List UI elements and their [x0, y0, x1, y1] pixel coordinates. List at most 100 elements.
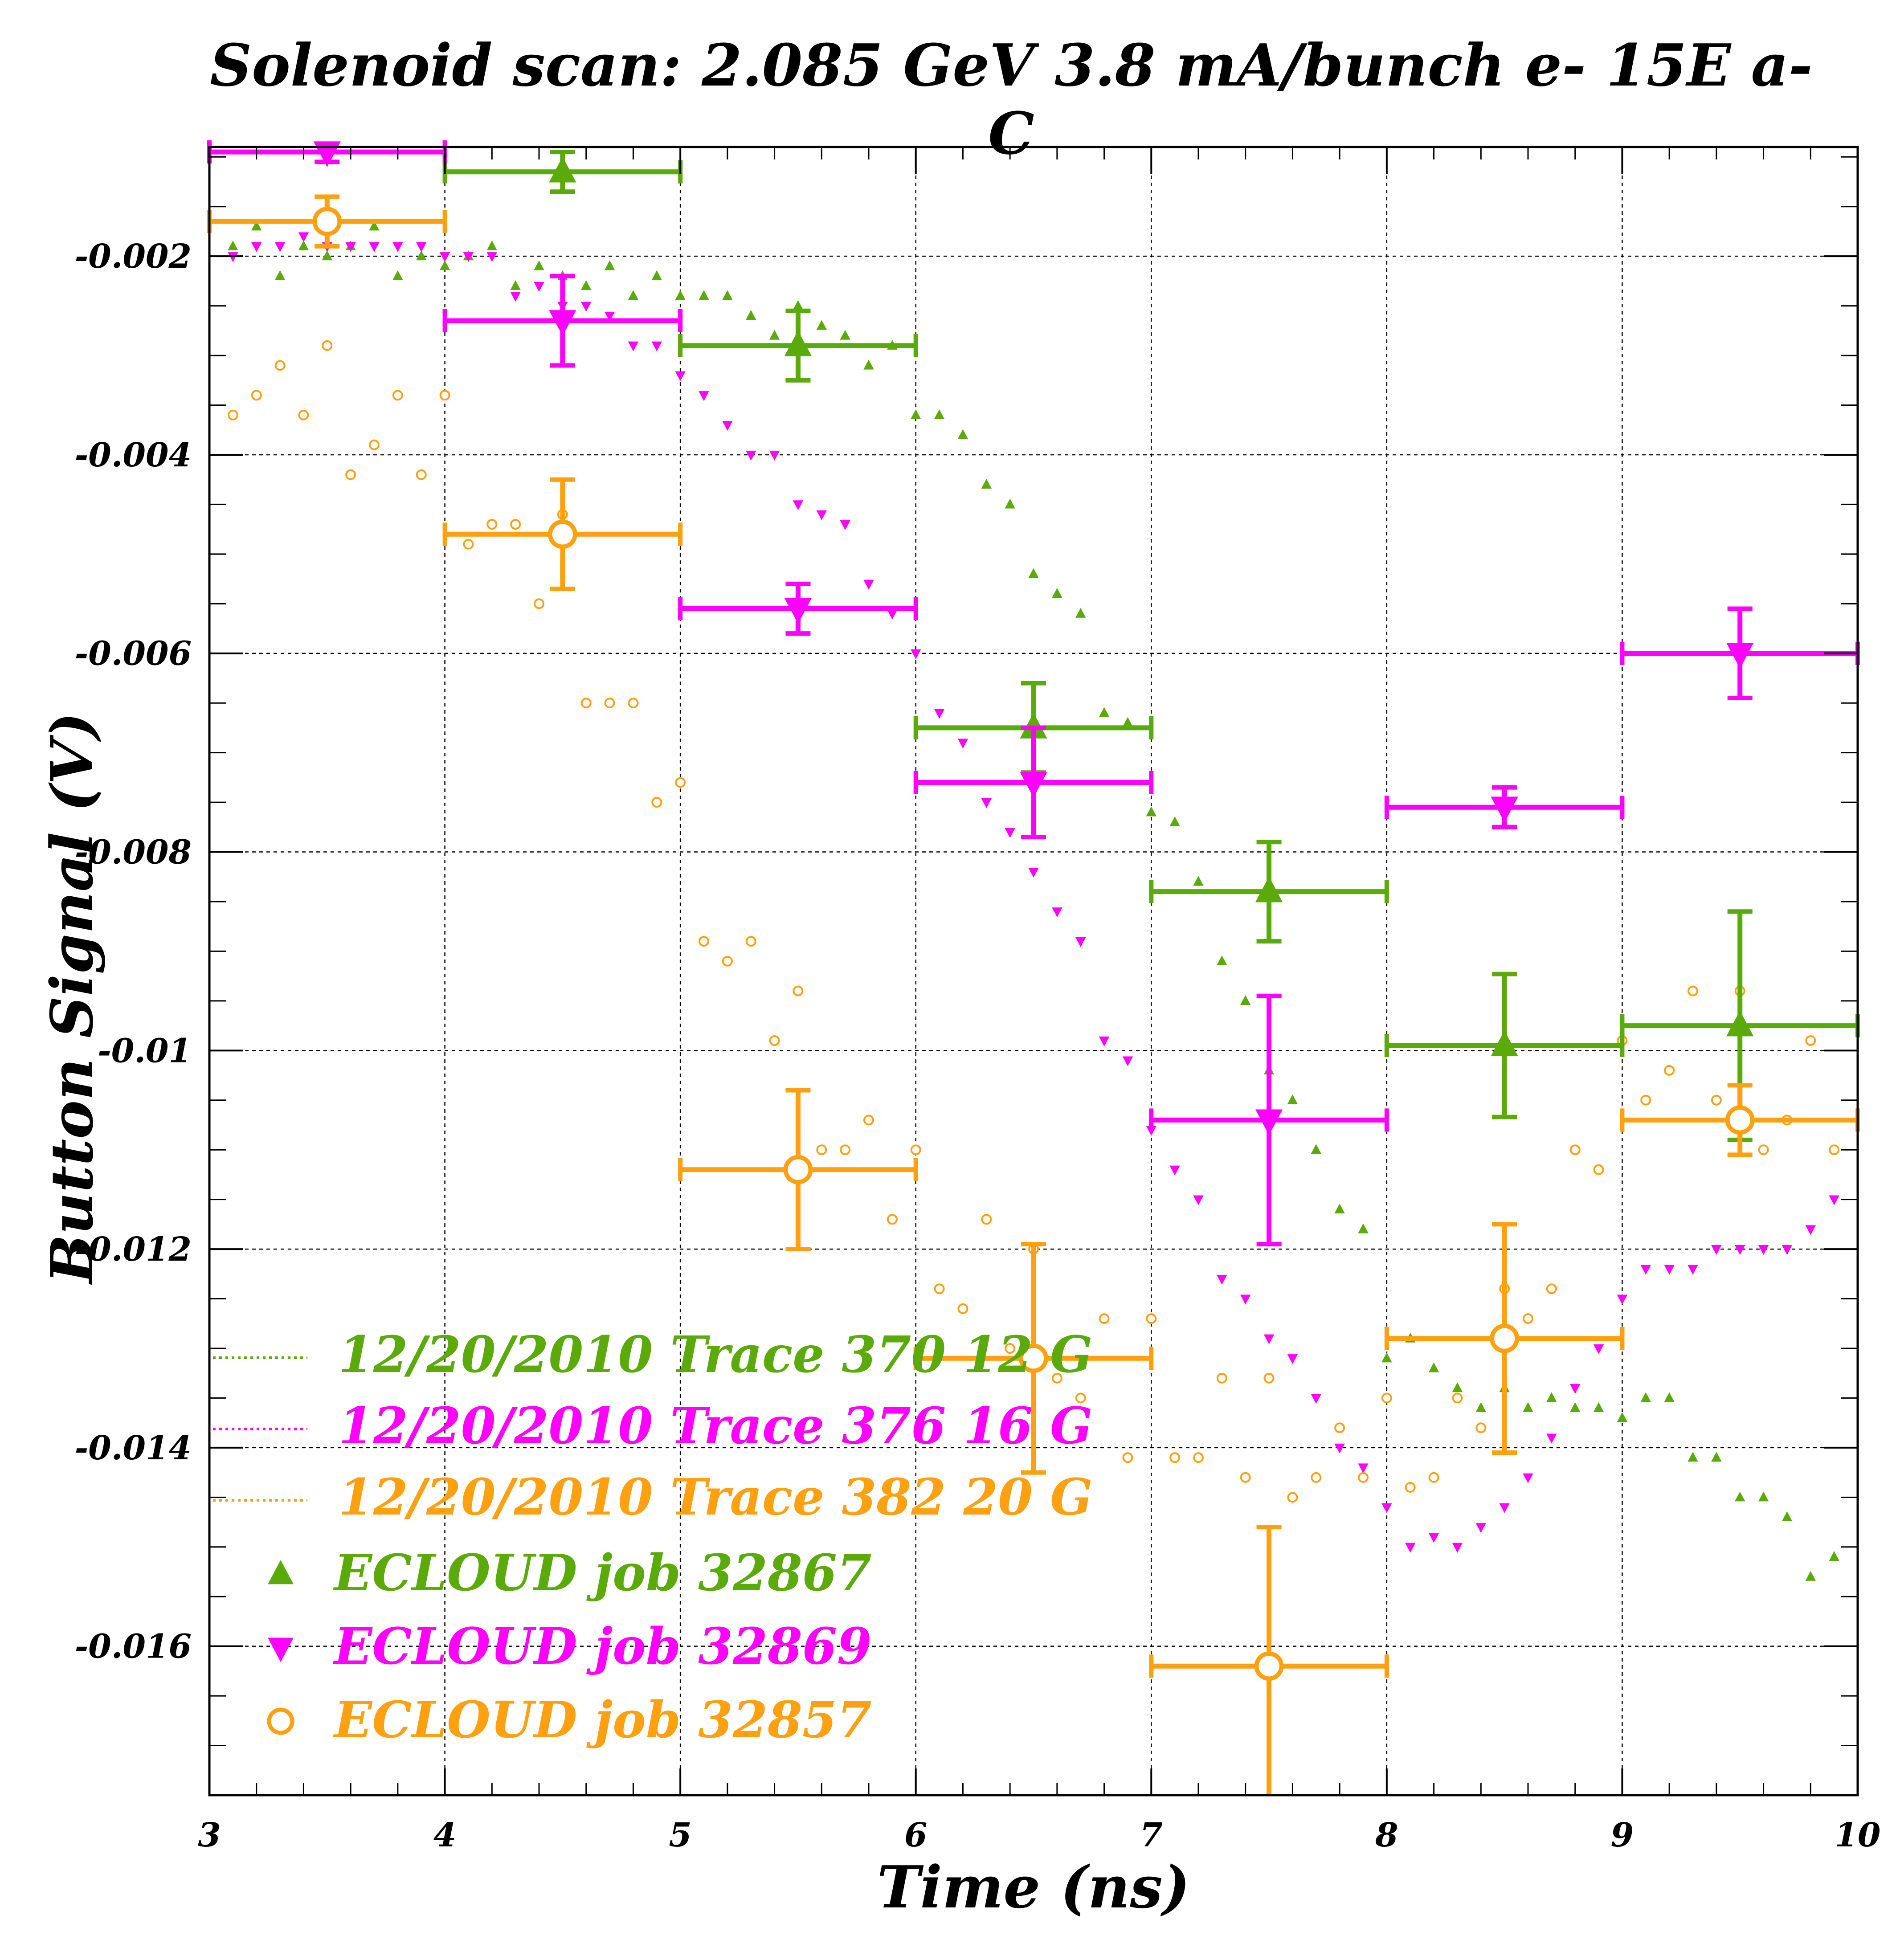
legend-label: 12/20/2010 Trace 370 12 G	[339, 1326, 1093, 1384]
trace-3-point	[580, 698, 592, 709]
series-1-point	[1726, 1010, 1754, 1037]
trace-1-point	[1617, 1412, 1628, 1422]
trace-3-point	[1193, 1452, 1204, 1463]
trace-1-point	[863, 359, 874, 370]
trace-2-point	[769, 450, 780, 461]
trace-3-point	[1758, 1144, 1769, 1156]
trace-3-point	[1405, 1482, 1416, 1493]
trace-1-point	[911, 409, 921, 419]
trace-3-point	[1051, 1372, 1062, 1384]
series-3-point	[312, 207, 342, 237]
trace-1-point	[1052, 588, 1062, 598]
trace-1-point	[746, 310, 756, 320]
trace-3-point	[1381, 1392, 1392, 1404]
trace-1-point	[840, 330, 850, 340]
series-3-point	[1725, 1105, 1755, 1135]
trace-2-point	[957, 739, 968, 749]
trace-3-point	[887, 1214, 898, 1225]
trace-2-point	[1052, 907, 1062, 918]
trace-1-point	[957, 429, 968, 439]
legend-swatch-marker	[268, 1560, 294, 1584]
trace-3-point	[1311, 1472, 1322, 1483]
trace-3-point	[439, 390, 450, 401]
trace-1-point	[1735, 1491, 1745, 1502]
trace-2-point	[675, 371, 686, 381]
trace-1-point	[604, 260, 615, 270]
trace-2-point	[486, 252, 497, 262]
series-3-point	[1019, 1343, 1048, 1373]
trace-2-point	[345, 242, 356, 252]
series-2-point	[549, 310, 576, 336]
trace-1-point	[1688, 1452, 1698, 1462]
y-tick-label: -0.008	[75, 833, 192, 872]
y-tick-label: -0.002	[75, 237, 192, 276]
trace-1-point	[699, 290, 709, 300]
trace-1-point	[1358, 1223, 1369, 1233]
trace-2-point	[1546, 1433, 1557, 1444]
x-axis-label: Time (ns)	[877, 1853, 1190, 1921]
trace-3-point	[651, 797, 662, 808]
trace-2-point	[1711, 1245, 1722, 1255]
y-tick-label: -0.006	[75, 635, 192, 673]
trace-3-point	[322, 340, 333, 351]
trace-1-point	[1287, 1094, 1298, 1104]
x-tick-label: 7	[1140, 1816, 1163, 1854]
trace-3-point	[934, 1283, 945, 1294]
series-1-point	[1020, 712, 1047, 739]
trace-2-point	[651, 341, 662, 351]
trace-1-point	[769, 330, 780, 340]
trace-3-point	[510, 519, 521, 530]
y-tick-label: -0.016	[75, 1628, 192, 1666]
trace-3-point	[416, 469, 427, 480]
trace-2-point	[911, 649, 921, 659]
trace-2-point	[1829, 1195, 1839, 1205]
trace-3-point	[1805, 1035, 1816, 1046]
series-2-point	[784, 598, 812, 624]
trace-1-point	[816, 320, 827, 330]
trace-3-point	[957, 1303, 968, 1314]
x-tick-label: 3	[198, 1816, 221, 1854]
series-3-point	[548, 519, 577, 549]
trace-3-point	[486, 519, 498, 530]
trace-2-point	[1263, 1334, 1275, 1344]
trace-2-point	[1334, 1443, 1345, 1454]
trace-1-point	[1758, 1491, 1769, 1502]
trace-2-point	[1617, 1294, 1628, 1305]
trace-3-point	[1546, 1283, 1557, 1294]
trace-2-point	[1640, 1265, 1651, 1275]
trace-1-point	[1711, 1452, 1722, 1462]
trace-1-point	[981, 478, 992, 489]
trace-3-point	[1240, 1472, 1251, 1483]
trace-3-point	[769, 1035, 780, 1046]
trace-2-point	[463, 252, 474, 262]
series-3-point	[783, 1155, 813, 1184]
legend-label: ECLOUD job 32869	[333, 1617, 872, 1676]
trace-2-point	[534, 282, 544, 292]
trace-3-point	[1428, 1472, 1439, 1483]
legend-label: ECLOUD job 32857	[333, 1691, 872, 1749]
trace-3-point	[1005, 1343, 1016, 1354]
trace-3-point	[910, 1144, 921, 1156]
series-1-point	[1255, 876, 1283, 902]
trace-1-point	[534, 260, 544, 270]
trace-1-point	[1075, 608, 1086, 618]
trace-2-point	[1028, 868, 1039, 878]
trace-2-point	[1287, 1354, 1298, 1364]
series-3-point	[1254, 1651, 1284, 1681]
trace-2-point	[1240, 1294, 1251, 1305]
trace-1-point	[675, 290, 686, 300]
x-tick-label: 10	[1835, 1816, 1881, 1854]
trace-3-point	[793, 985, 804, 996]
trace-3-point	[1664, 1065, 1675, 1076]
trace-3-point	[392, 390, 403, 401]
trace-2-point	[934, 709, 945, 719]
y-tick-label: -0.014	[75, 1429, 192, 1467]
trace-3-point	[1452, 1392, 1463, 1404]
trace-1-point	[1805, 1571, 1816, 1581]
trace-2-point	[1475, 1523, 1486, 1533]
legend-label: 12/20/2010 Trace 376 16 G	[339, 1397, 1093, 1455]
series-1-point	[784, 330, 812, 356]
x-tick-label: 4	[433, 1816, 457, 1854]
trace-2-point	[793, 500, 804, 510]
trace-1-point	[1475, 1402, 1486, 1412]
